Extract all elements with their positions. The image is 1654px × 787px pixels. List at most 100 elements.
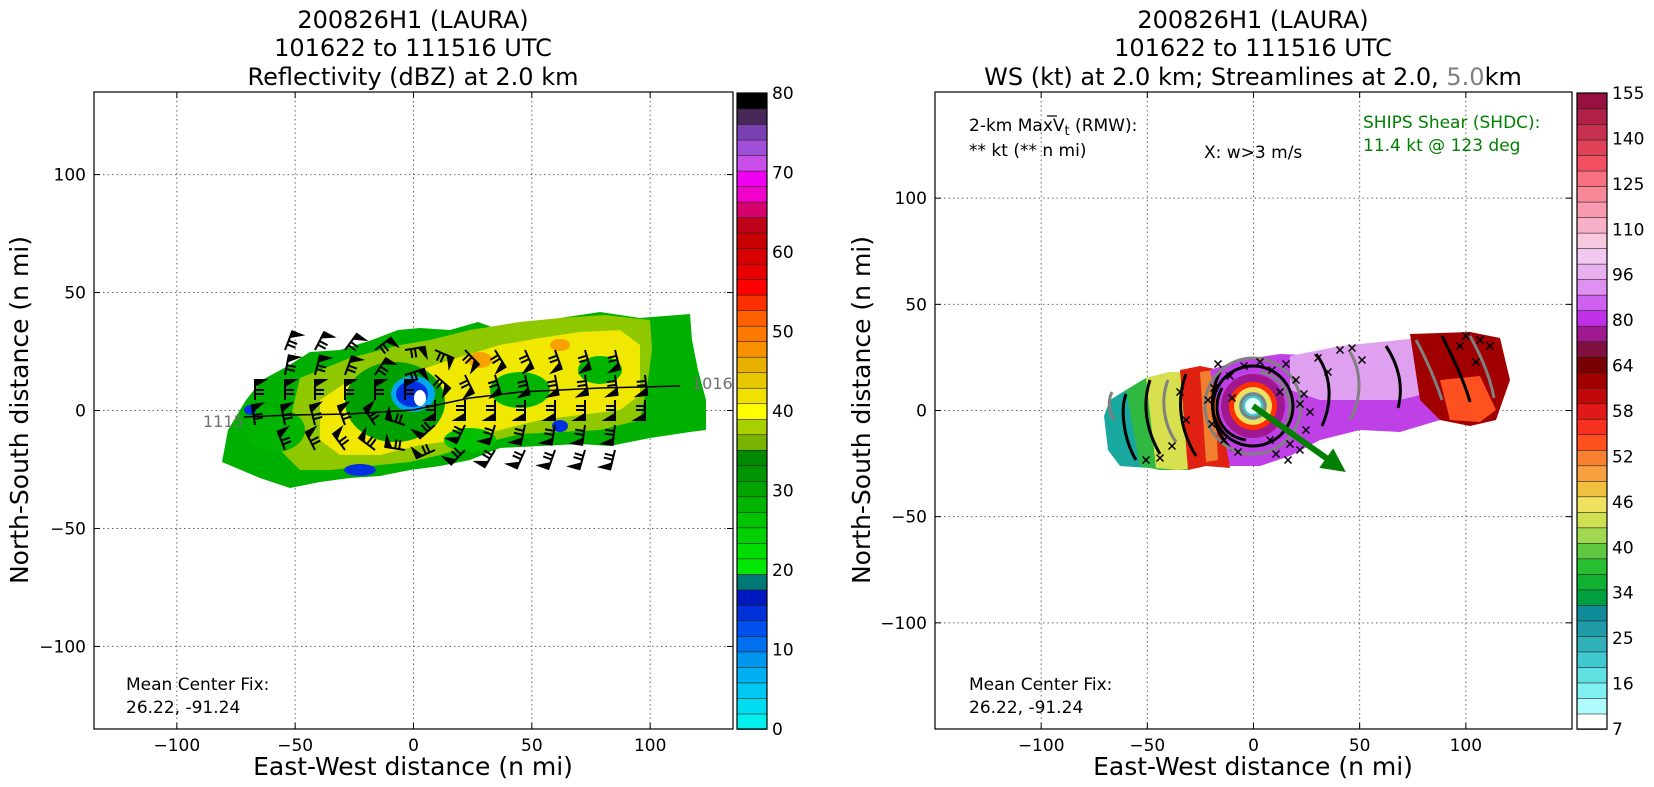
wind-barb — [472, 449, 496, 469]
x-tick-label: −50 — [1129, 736, 1165, 756]
wind-barb — [596, 449, 616, 471]
maxvt-rest: (RMW): — [1070, 116, 1138, 136]
streamline — [1215, 387, 1247, 442]
colorbar-swatch — [1576, 371, 1608, 389]
wind-barb — [507, 424, 526, 446]
wind-barb — [461, 349, 481, 375]
wind-barb — [489, 349, 507, 376]
colorbar-tick-label: 16 — [1612, 675, 1634, 695]
right-axis-ticks: −100 −50 0 50 100 −100 −50 0 50 100 — [880, 92, 1572, 756]
colorbar-swatch — [1576, 682, 1608, 699]
colorbar-swatch — [1576, 278, 1608, 296]
colorbar-swatch — [1576, 387, 1608, 405]
updraft-x-marker — [1291, 375, 1301, 385]
wind-barb — [518, 349, 535, 375]
left-centerfix-line2: 26.22, -91.24 — [126, 698, 240, 718]
colorbar-tick-label: 40 — [772, 402, 794, 422]
updraft-x-marker — [1323, 367, 1333, 377]
wind-barb — [504, 449, 526, 470]
wind-barb — [633, 374, 649, 398]
colorbar-swatch — [736, 682, 768, 699]
colorbar-swatch — [736, 278, 768, 296]
streamline — [1468, 335, 1496, 399]
wind-barb — [344, 354, 366, 376]
colorbar-swatch — [1576, 201, 1608, 218]
wind-barb — [598, 424, 616, 446]
updraft-x-marker — [1301, 425, 1311, 435]
wind-barb — [606, 349, 622, 374]
colorbar-tick-label: 34 — [1612, 584, 1634, 604]
colorbar-swatch — [1576, 449, 1608, 467]
wind-barb — [279, 401, 295, 426]
colorbar-swatch — [1576, 635, 1608, 653]
updraft-x-marker — [1213, 359, 1223, 369]
updraft-x-marker — [1299, 389, 1309, 399]
updraft-x-marker — [1283, 455, 1293, 465]
colorbar-swatch — [1576, 589, 1608, 606]
colorbar-swatch — [1576, 604, 1608, 622]
x-tick-label: −50 — [277, 736, 313, 756]
colorbar-swatch — [1576, 713, 1608, 730]
wind-barb — [331, 425, 350, 451]
refl-orange-2 — [550, 339, 570, 351]
colorbar-swatch — [736, 697, 768, 715]
colorbar-swatch — [1576, 573, 1608, 591]
x-tick-label: 0 — [1248, 736, 1259, 756]
wind-barb — [601, 400, 616, 421]
x-tick-label: −100 — [153, 736, 200, 756]
streamline-ring-outer — [1211, 364, 1295, 448]
updraft-x-marker — [1239, 361, 1249, 371]
colorbar-swatch — [1576, 433, 1608, 451]
right-title-line3: WS (kt) at 2.0 km; Streamlines at 2.0, 5… — [984, 63, 1522, 91]
updraft-x-marker — [1227, 393, 1237, 403]
streamline — [1440, 335, 1472, 403]
colorbar-tick-label: 64 — [1612, 357, 1634, 377]
colorbar-swatch — [1576, 666, 1608, 684]
shear-arrow — [1251, 403, 1346, 472]
colorbar-swatch — [736, 170, 768, 187]
updraft-x-marker — [1265, 435, 1275, 445]
colorbar-tick-label: 30 — [772, 482, 794, 502]
track-end-label: 1115 — [203, 412, 244, 431]
colorbar-tick-label: 20 — [772, 561, 794, 581]
y-tick-label: −100 — [39, 637, 86, 657]
colorbar-swatch — [736, 604, 768, 622]
colorbar-swatch — [736, 589, 768, 606]
wind-barb — [568, 424, 586, 446]
x-tick-label: 100 — [1450, 736, 1482, 756]
wind-barb — [336, 400, 352, 426]
wind-barb — [276, 425, 292, 451]
left-axis-ticks: −100 −50 0 50 100 −100 −50 0 50 100 — [39, 92, 733, 756]
colorbar-swatch — [736, 232, 768, 249]
left-xlabel: East-West distance (n mi) — [253, 752, 573, 781]
wind-barb — [384, 433, 406, 451]
wind-barb — [404, 379, 419, 400]
updraft-x-marker — [1347, 343, 1357, 353]
left-ylabel: North-South distance (n mi) — [5, 236, 34, 584]
updraft-x-marker — [1485, 341, 1495, 351]
refl-orange-1 — [468, 352, 492, 368]
wind-barb — [481, 400, 496, 421]
left-centerfix-line1: Mean Center Fix: — [126, 675, 269, 695]
colorbar-swatch — [736, 573, 768, 591]
right-centerfix-line1: Mean Center Fix: — [969, 675, 1112, 695]
colorbar-swatch — [736, 635, 768, 653]
maxvt-label: 2-km MaxVt (RMW): — [969, 116, 1137, 139]
colorbar-swatch — [1576, 418, 1608, 436]
colorbar-swatch — [736, 527, 768, 544]
updraft-x-marker — [1219, 435, 1229, 445]
colorbar-swatch — [736, 464, 768, 482]
colorbar-swatch — [736, 263, 768, 280]
refl-blue-patch-1 — [344, 464, 376, 476]
left-title-line1: 200826H1 (LAURA) — [297, 6, 528, 34]
wind-barb — [487, 374, 503, 400]
colorbar-swatch — [736, 325, 768, 342]
y-tick-label: −100 — [880, 614, 927, 634]
updraft-x-marker — [1181, 415, 1191, 425]
wind-barb — [284, 330, 306, 351]
colorbar-swatch — [1576, 263, 1608, 280]
wind-barb — [308, 401, 323, 426]
colorbar-swatch — [1576, 620, 1608, 637]
reflectivity-field — [222, 312, 706, 488]
